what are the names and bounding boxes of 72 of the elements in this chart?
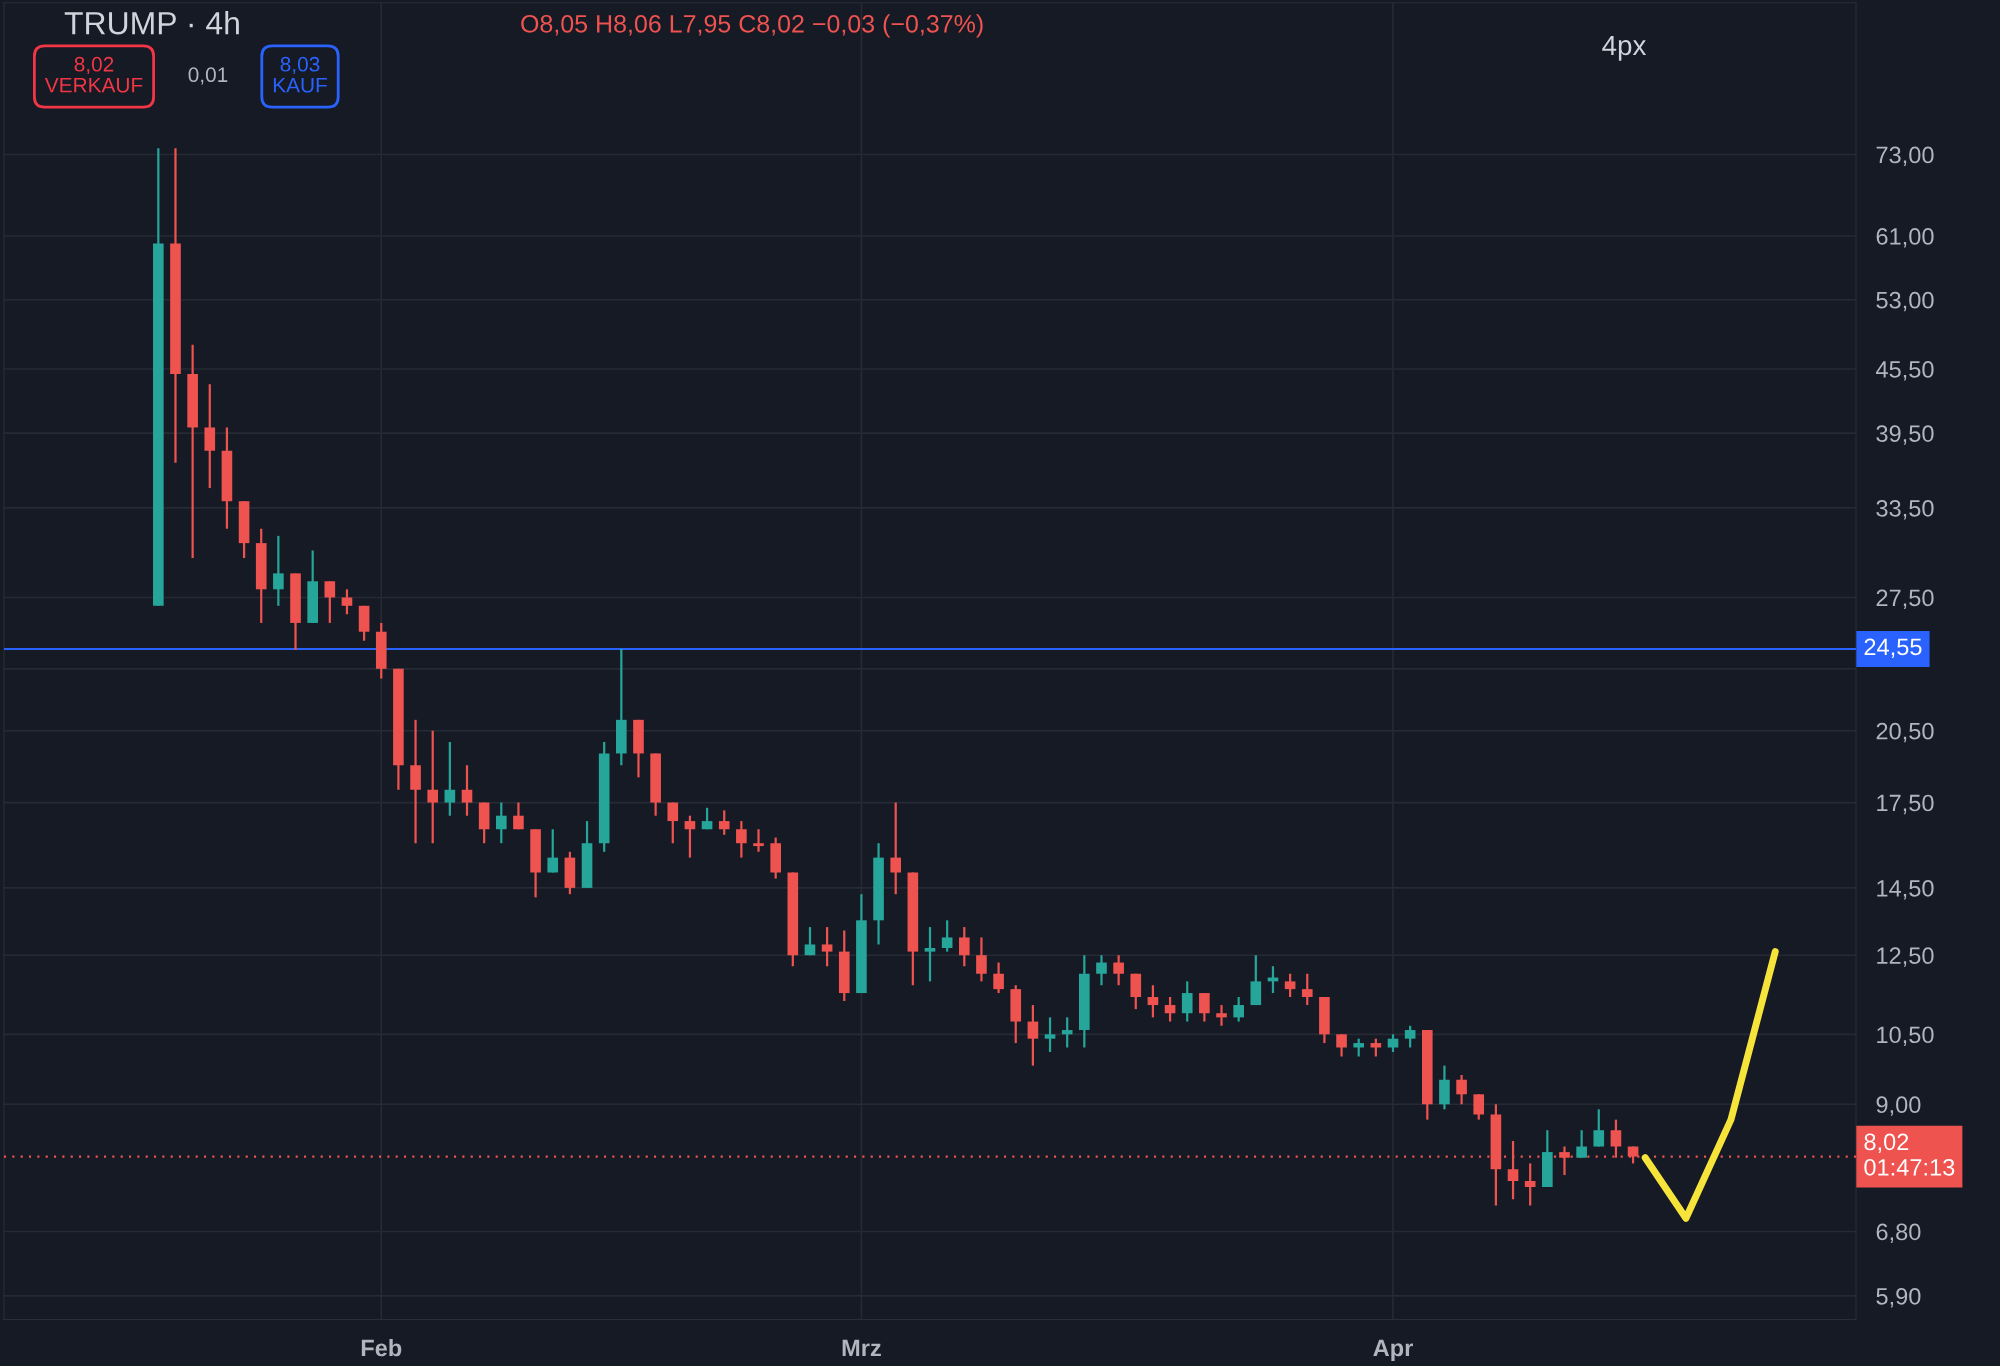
candlestick [1130,972,1142,1011]
candlestick [444,740,456,817]
candlestick [1301,972,1313,1007]
y-tick-label: 33,50 [1876,500,1934,520]
y-tick-label: 12,50 [1877,947,1934,967]
candlestick [941,919,953,953]
chart-title: TRUMP · 4h [64,11,239,35]
candlestick [924,925,936,983]
candlestick [324,580,336,625]
y-tick-label: 61,00 [1876,228,1934,248]
candlestick [890,801,902,896]
candlestick [1164,995,1176,1023]
candlestick [495,801,507,845]
ref-line-label: 24,55 [1864,638,1922,659]
candlestick [1456,1073,1467,1106]
y-tick-label: 45,50 [1875,361,1934,381]
y-tick-label: 39,50 [1876,425,1934,445]
x-tick-label: Apr [1373,1339,1413,1362]
candlestick [1473,1093,1485,1121]
candlestick [1147,984,1159,1019]
candlestick [684,814,696,859]
candlestick [804,925,816,957]
candlestick [1199,991,1210,1023]
y-tick-label: 53,00 [1876,291,1934,312]
candlestick [993,961,1004,995]
y-tick-label: 9,00 [1876,1096,1921,1116]
candlestick [1336,1033,1347,1058]
candlestick [273,534,284,607]
candlestick [1027,1003,1039,1067]
candlestick [1593,1108,1605,1148]
y-tick-label: 20,50 [1876,722,1934,743]
x-tick-label: Feb [361,1339,402,1357]
candlestick [513,801,524,831]
y-tick-label: 73,00 [1876,146,1934,167]
candlestick [1181,980,1193,1023]
ref-line-label: 8,02 01:47:13 [1864,1133,1955,1176]
candlestick [1404,1024,1416,1049]
candlestick [547,828,559,874]
candlestick [1044,1016,1056,1054]
candlestick [1233,995,1244,1023]
x-tick-label: Mrz [842,1339,881,1357]
candlestick [341,588,353,616]
annotation: 4px [1602,35,1647,61]
candlestick [753,828,764,853]
y-tick-label: 27,50 [1876,589,1934,610]
candlestick [736,819,747,859]
candlestick [461,764,473,817]
annotation: 0,01 [188,67,228,85]
candlestick [1061,1016,1073,1049]
candlestick [204,383,216,490]
candlestick [1216,1003,1227,1027]
candlestick [1284,972,1296,999]
candlestick [958,925,970,968]
y-tick-label: 5,90 [1876,1287,1921,1308]
candlestick [1113,954,1124,987]
candlestick [1507,1139,1519,1201]
candlestick [976,936,987,983]
annotation: O8,05 H8,06 L7,95 C8,02 −0,03 (−0,37%) [521,14,983,38]
annotation: 8,03 KAUF [273,56,327,93]
candlestick [1524,1162,1536,1207]
y-tick-label: 14,50 [1877,879,1934,900]
y-tick-label: 17,50 [1877,794,1934,815]
y-tick-label: 10,50 [1877,1026,1934,1046]
candlestick [1576,1129,1587,1159]
y-tick-label: 6,80 [1876,1223,1921,1244]
candlestick [718,809,730,836]
candlestick [1096,954,1107,987]
candlestick [427,729,439,845]
candlestick [667,801,679,845]
candlestick [1250,954,1262,1007]
annotation: 8,02 VERKAUF [44,56,143,93]
candlestick [821,925,833,968]
